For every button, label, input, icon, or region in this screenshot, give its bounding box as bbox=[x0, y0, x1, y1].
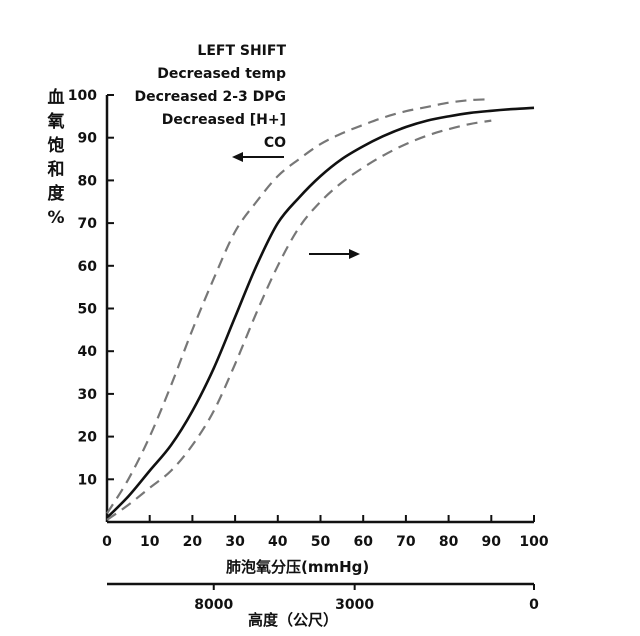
left-shift-arrow-head bbox=[232, 152, 243, 162]
x-tick-label-9: 90 bbox=[482, 534, 502, 550]
y-axis-label-char-0: 血 bbox=[47, 88, 65, 108]
x-tick-label-10: 100 bbox=[519, 534, 548, 550]
altitude-tick-label-0: 8000 bbox=[194, 597, 233, 613]
y-axis-label-char-5: % bbox=[47, 208, 65, 228]
y-axis-label-char-1: 氧 bbox=[47, 112, 65, 132]
y-axis-label-char-3: 和 bbox=[47, 160, 65, 180]
x-axis-title: 肺泡氧分压(mmHg) bbox=[226, 558, 370, 576]
arrow-layer bbox=[232, 152, 360, 259]
left-shift-title: LEFT SHIFT bbox=[197, 43, 286, 59]
x-tick-label-3: 30 bbox=[225, 534, 245, 550]
series-layer bbox=[106, 98, 535, 521]
altitude-tick-label-2: 0 bbox=[529, 597, 539, 613]
series-line-1 bbox=[106, 98, 492, 515]
y-tick-label-8: 90 bbox=[78, 131, 98, 147]
y-axis-label-char-4: 度 bbox=[47, 184, 65, 204]
left-shift-item-h: Decreased [H+] bbox=[161, 112, 286, 128]
y-tick-label-2: 30 bbox=[78, 387, 98, 403]
y-tick-label-6: 70 bbox=[78, 216, 98, 232]
left-shift-item-dpg: Decreased 2-3 DPG bbox=[134, 89, 286, 105]
x-tick-label-0: 0 bbox=[102, 534, 112, 550]
x-tick-label-2: 20 bbox=[183, 534, 203, 550]
x-tick-label-1: 10 bbox=[140, 534, 160, 550]
y-tick-label-3: 40 bbox=[78, 344, 98, 360]
altitude-tick-label-1: 3000 bbox=[335, 597, 374, 613]
y-axis-label-char-2: 饱 bbox=[47, 136, 65, 156]
left-shift-item-co: CO bbox=[263, 135, 286, 151]
y-tick-label-4: 50 bbox=[78, 302, 98, 318]
left-shift-item-temp: Decreased temp bbox=[157, 66, 286, 82]
altitude-axis-title: 高度（公尺） bbox=[248, 611, 339, 629]
x-tick-label-7: 70 bbox=[396, 534, 416, 550]
y-tick-label-9: 100 bbox=[68, 88, 97, 104]
y-tick-label-1: 20 bbox=[78, 430, 98, 446]
series-line-0 bbox=[106, 106, 535, 519]
axes-layer: 0 10 20 30 40 50 60 70 80 90 100 10 20 30 40 50 60 70 80 90… bbox=[68, 88, 549, 613]
x-tick-label-4: 40 bbox=[268, 534, 288, 550]
y-tick-label-5: 60 bbox=[78, 259, 98, 275]
series-line-2 bbox=[106, 119, 492, 521]
x-tick-label-8: 80 bbox=[439, 534, 459, 550]
y-tick-label-0: 10 bbox=[78, 472, 98, 488]
x-tick-label-6: 60 bbox=[353, 534, 373, 550]
right-shift-arrow-head bbox=[349, 249, 360, 259]
y-tick-label-7: 80 bbox=[78, 173, 98, 189]
x-tick-label-5: 50 bbox=[311, 534, 331, 550]
